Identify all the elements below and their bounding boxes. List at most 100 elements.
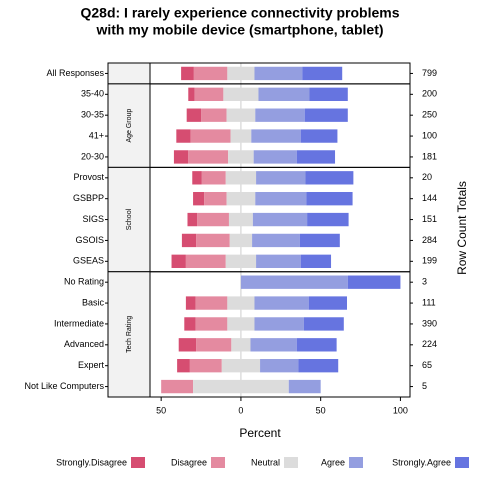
strip-label: Age Group (126, 109, 133, 143)
row-total: 390 (422, 318, 437, 328)
legend-label: Strongly.Disagree (56, 457, 127, 467)
category-label: 20-30 (81, 151, 104, 161)
category-label: Provost (73, 172, 104, 182)
bar-segment (302, 66, 343, 81)
row-total: 65 (422, 360, 432, 370)
strip (108, 63, 150, 84)
chart-title: Q28d: I rarely experience connectivity p… (80, 5, 399, 21)
bar-segment (298, 359, 339, 373)
row-total: 3 (422, 277, 427, 287)
legend-swatch (455, 457, 469, 468)
bar-segment (251, 129, 301, 143)
bar-segment (173, 150, 189, 164)
bar-segment (196, 233, 230, 248)
bar-segment (260, 359, 299, 373)
row-total: 200 (422, 89, 437, 99)
bar-segment (223, 87, 259, 101)
legend-swatch (131, 457, 145, 468)
bar-segment (307, 212, 349, 227)
bar-segment (347, 275, 401, 289)
x-tick-label: 0 (238, 405, 243, 415)
bar-segment (252, 233, 300, 248)
row-total: 224 (422, 339, 437, 349)
category-label: Expert (78, 360, 105, 370)
category-label: GSOIS (75, 235, 104, 245)
bar-segment (299, 233, 340, 248)
chart-title: with my mobile device (smartphone, table… (95, 22, 383, 38)
x-axis-label: Percent (239, 426, 281, 440)
right-axis-label: Row Count Totals (455, 181, 469, 275)
category-label: GSEAS (73, 256, 104, 266)
bar-segment (171, 254, 186, 268)
row-total: 799 (422, 68, 437, 78)
bar-segment (185, 254, 226, 268)
bar-segment (225, 171, 257, 185)
bar-segment (296, 150, 336, 164)
legend-swatch (349, 457, 363, 468)
bar-segment (176, 129, 191, 143)
x-tick-label: 100 (393, 405, 408, 415)
strip (108, 83, 150, 168)
panel-border (107, 271, 411, 398)
bar-segment (186, 108, 202, 122)
bar-segment (254, 317, 304, 331)
bar-segment (204, 192, 227, 206)
row-total: 100 (422, 130, 437, 140)
bar-segment (255, 108, 305, 122)
x-tick-label: 50 (316, 405, 326, 415)
bar-segment (230, 129, 252, 143)
bar-segment (227, 317, 255, 331)
bar-segment (228, 212, 253, 227)
bar-segment (194, 87, 224, 101)
bar-segment (181, 233, 197, 248)
bar-segment (226, 192, 256, 206)
bar-segment (193, 379, 289, 394)
category-label: Intermediate (54, 318, 104, 328)
bar-segment (303, 317, 344, 331)
bar-segment (161, 379, 194, 394)
strip (108, 271, 150, 397)
legend-label: Strongly.Agree (392, 457, 451, 467)
bar-segment (309, 87, 348, 101)
bar-segment (189, 359, 222, 373)
legend-swatch (284, 457, 298, 468)
bar-segment (256, 171, 306, 185)
bar-segment (229, 233, 253, 248)
bar-segment (231, 338, 251, 352)
legend-swatch (211, 457, 225, 468)
row-total: 284 (422, 235, 437, 245)
bar-segment (187, 212, 198, 227)
bar-segment (201, 171, 226, 185)
bar-segment (252, 212, 308, 227)
bar-segment (254, 296, 309, 310)
bar-segment (201, 108, 227, 122)
bar-segment (256, 254, 301, 268)
bar-segment (255, 192, 307, 206)
category-label: Not Like Computers (24, 381, 104, 391)
category-label: SIGS (82, 214, 104, 224)
bar-segment (184, 317, 196, 331)
bar-segment (196, 338, 232, 352)
strip-label: Tech Rating (126, 316, 133, 353)
legend-label: Disagree (171, 457, 207, 467)
bar-segment (228, 150, 254, 164)
category-label: Advanced (64, 339, 104, 349)
bar-segment (253, 150, 297, 164)
bar-segment (192, 171, 202, 185)
bar-segment (288, 379, 321, 394)
bar-segment (296, 338, 337, 352)
bar-segment (306, 192, 353, 206)
bar-segment (227, 296, 255, 310)
row-total: 5 (422, 381, 427, 391)
bar-segment (227, 66, 255, 81)
strip (108, 167, 150, 272)
bar-segment (258, 87, 310, 101)
row-total: 181 (422, 151, 437, 161)
category-label: 41+ (89, 130, 104, 140)
category-label: All Responses (46, 68, 104, 78)
legend-label: Neutral (251, 457, 280, 467)
bar-segment (240, 275, 348, 289)
bar-segment (177, 359, 190, 373)
